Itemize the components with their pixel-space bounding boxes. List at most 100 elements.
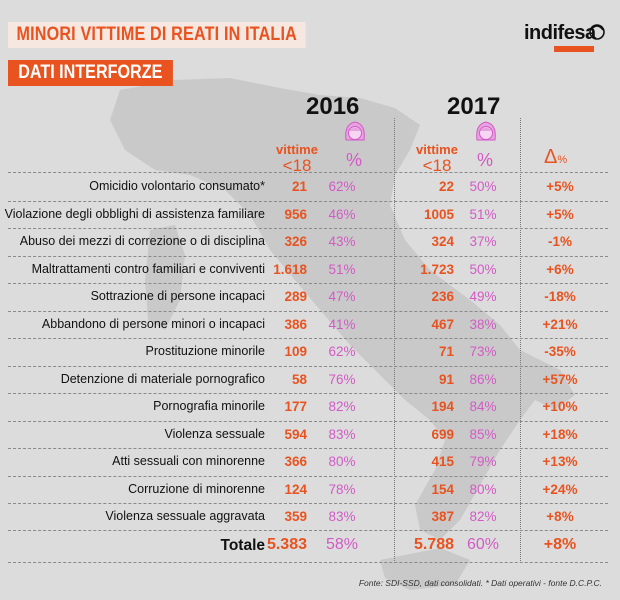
percent-2016: 80% (328, 454, 356, 469)
delta-percent: +18% (542, 426, 578, 442)
crime-label: Abuso dei mezzi di correzione o di disci… (19, 234, 265, 248)
column-divider (394, 118, 395, 563)
delta-percent: +21% (542, 316, 578, 332)
victims-2017-header: vittime <18 (416, 142, 458, 174)
table-row: Prostituzione minorile 109 62% 71 73% -35% (0, 338, 620, 365)
row-divider (8, 503, 608, 504)
percent-2016: 47% (328, 289, 356, 304)
percent-2017: 80% (469, 481, 497, 497)
row-divider (8, 365, 608, 367)
column-divider (520, 118, 521, 563)
row-divider (8, 200, 608, 202)
crime-label: Sottrazione di persone incapaci (90, 289, 265, 303)
percent-2016-header: % (346, 150, 363, 170)
crime-label: Maltrattamenti contro familiari e conviv… (31, 261, 265, 276)
crime-label: Omicidio volontario consumato* (89, 179, 265, 193)
girl-avatar-icon (476, 121, 496, 141)
percent-2017: 38% (469, 316, 497, 332)
logo-text: indifesa (524, 22, 596, 44)
percent-2017: 85% (469, 426, 497, 442)
crime-label: Violazione degli obblighi di assistenza … (4, 206, 265, 221)
row-divider (8, 283, 608, 284)
table-row: Pornografia minorile 177 82% 194 84% +10% (0, 393, 620, 420)
row-divider (8, 448, 608, 449)
victims-2016: 366 (284, 454, 307, 469)
row-divider (8, 562, 608, 563)
logo-underline (554, 46, 594, 52)
percent-2017: 86% (469, 371, 497, 387)
percent-2017: 51% (469, 206, 497, 222)
crime-label: Violenza sessuale aggravata (105, 509, 265, 523)
delta-header: Δ% (544, 146, 567, 169)
table-row: Violenza sessuale aggravata 359 83% 387 82% +… (0, 503, 620, 530)
table-row: Omicidio volontario consumato* 21 62% 22 50%… (0, 173, 620, 200)
delta-percent: +5% (546, 206, 574, 222)
delta-percent: +5% (546, 179, 574, 194)
crime-label: Detenzione di materiale pornografico (60, 371, 265, 386)
delta-symbol: Δ (544, 146, 558, 168)
percent-2016: 78% (328, 481, 356, 497)
table-row: Detenzione di materiale pornografico 58 76… (0, 366, 620, 393)
victims-2017: 324 (431, 234, 454, 249)
delta-percent: -35% (544, 344, 576, 359)
percent-2017: 79% (469, 454, 497, 469)
percent-2016: 51% (328, 261, 356, 277)
total-label: Totale (220, 537, 266, 554)
victims-2016: 58 (291, 371, 307, 387)
table-row: Maltrattamenti contro familiari e conviv… (0, 256, 620, 283)
percent-2017: 37% (469, 234, 497, 249)
table-row: Sottrazione di persone incapaci 289 47% 236… (0, 283, 620, 310)
victims-2017: 236 (431, 289, 454, 304)
total-victims-2017: 5.788 (413, 536, 454, 553)
page-title: MINORI VITTIME DI REATI IN ITALIA (8, 22, 306, 48)
delta-percent: +10% (542, 399, 578, 414)
table-row: Corruzione di minorenne 124 78% 154 80% +24% (0, 476, 620, 503)
percent-2016: 83% (328, 426, 356, 442)
row-divider (8, 530, 608, 531)
row-divider (8, 393, 608, 394)
victims-2016: 109 (284, 344, 307, 359)
percent-2016: 83% (328, 509, 356, 524)
delta-percent: +13% (542, 454, 578, 469)
delta-percent: -18% (544, 289, 576, 304)
victims-2016: 1.618 (273, 261, 307, 277)
total-percent-2017: 60% (466, 536, 500, 553)
indifesa-logo: indifesa (524, 22, 605, 54)
girl-avatar-icon (345, 121, 365, 141)
victims-2016: 289 (284, 289, 307, 304)
total-percent-2016: 58% (325, 536, 359, 553)
percent-2017: 50% (469, 261, 497, 277)
percent-2017: 82% (469, 509, 497, 524)
percent-2016: 62% (328, 344, 356, 359)
crime-label: Atti sessuali con minorenne (112, 454, 265, 468)
table-row: Violazione degli obblighi di assistenza … (0, 201, 620, 228)
crime-label: Corruzione di minorenne (128, 481, 265, 496)
row-divider (8, 228, 608, 229)
row-divider (8, 475, 608, 477)
victims-2017: 1005 (423, 206, 454, 222)
percent-2017: 49% (469, 289, 497, 304)
victims-2016: 386 (284, 316, 307, 332)
row-divider (8, 338, 608, 339)
percent-2016: 76% (328, 371, 356, 387)
percent-2016: 62% (328, 179, 356, 194)
victims-2017: 154 (431, 481, 454, 497)
victims-label: vittime (416, 142, 458, 157)
percent-2016: 41% (328, 316, 356, 332)
victims-2017: 91 (438, 371, 454, 387)
victims-2017: 387 (431, 509, 454, 524)
year-2016-heading: 2016 (306, 93, 360, 120)
crime-label: Pornografia minorile (153, 399, 265, 413)
row-divider (8, 420, 608, 422)
percent-2017-header: % (477, 150, 494, 170)
delta-percent: +8% (546, 509, 574, 524)
under18-label: <18 (422, 156, 452, 175)
crime-label: Abbandono di persone minori o incapaci (41, 316, 265, 331)
victims-2016: 177 (284, 399, 307, 414)
victims-2016: 21 (291, 179, 307, 194)
crime-label: Violenza sessuale (164, 426, 265, 441)
victims-2016: 326 (284, 234, 307, 249)
victims-2016: 956 (284, 206, 307, 222)
percent-2017: 73% (469, 344, 497, 359)
